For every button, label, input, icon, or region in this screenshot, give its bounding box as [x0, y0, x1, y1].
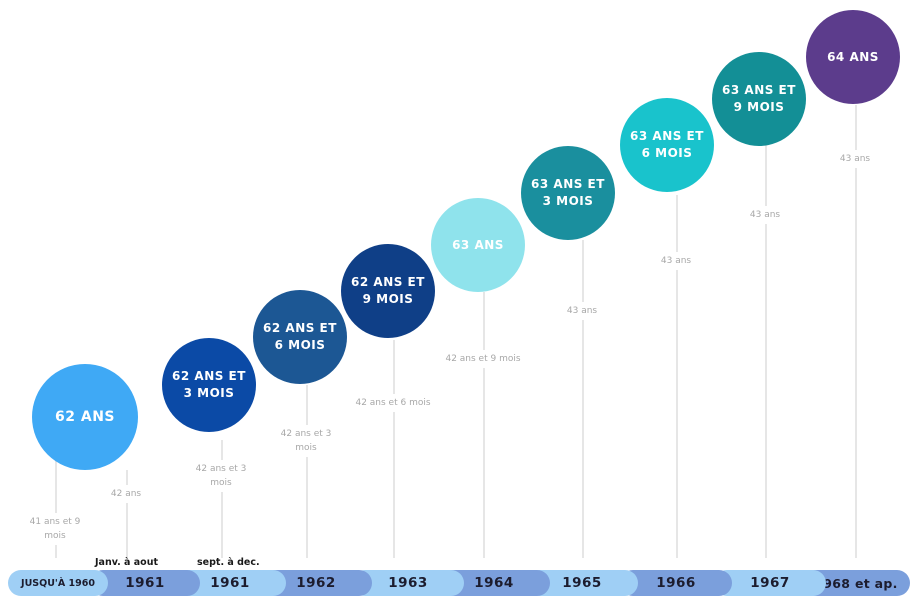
age-label: 64 ANS [827, 49, 879, 64]
contribution-label: 42 ans et 9 mois [423, 350, 543, 368]
age-circle: 63 ANS ET 9 MOIS [712, 52, 806, 146]
contribution-label: 42 ans et 3 mois [266, 425, 346, 457]
age-circle: 63 ANS [431, 198, 525, 292]
year-segment: 1961 [90, 570, 200, 596]
contribution-label: 43 ans [552, 302, 612, 320]
timeline-stem [126, 470, 128, 558]
year-segment: JUSQU'À 1960 [8, 570, 108, 596]
timeline-stem [306, 385, 308, 558]
period-sublabel: Janv. à aout [95, 557, 159, 568]
age-circle: 63 ANS ET 3 MOIS [521, 146, 615, 240]
age-circle: 62 ANS ET 3 MOIS [162, 338, 256, 432]
age-circle: 62 ANS ET 6 MOIS [253, 290, 347, 384]
timeline-stem [676, 195, 678, 558]
timeline-stem [582, 240, 584, 558]
timeline-stem [855, 105, 857, 558]
age-label: 62 ANS ET 3 MOIS [172, 369, 246, 400]
age-label: 63 ANS ET 9 MOIS [722, 83, 796, 114]
timeline-stem [483, 292, 485, 558]
age-label: 63 ANS ET 6 MOIS [630, 129, 704, 160]
age-label: 62 ANS ET 6 MOIS [263, 321, 337, 352]
contribution-label: 41 ans et 9 mois [15, 513, 95, 545]
contribution-label: 42 ans et 3 mois [181, 460, 261, 492]
contribution-label: 42 ans et 6 mois [338, 394, 448, 412]
year-segment: 1966 [620, 570, 732, 596]
year-timeline-bar: JUSQU'À 1960 1961 1961 1962 1963 1964 19… [8, 570, 910, 596]
contribution-label: 43 ans [735, 206, 795, 224]
contribution-label: 42 ans [96, 485, 156, 503]
age-label: 63 ANS [452, 237, 504, 252]
age-circle: 62 ANS [32, 364, 138, 470]
period-sublabel: sept. à dec. [197, 557, 260, 568]
timeline-stem [393, 340, 395, 558]
age-label: 62 ANS [55, 408, 115, 425]
year-segment: 1967 [714, 570, 826, 596]
age-label: 62 ANS ET 9 MOIS [351, 275, 425, 306]
age-circle: 62 ANS ET 9 MOIS [341, 244, 435, 338]
age-circle: 63 ANS ET 6 MOIS [620, 98, 714, 192]
timeline-stem [221, 440, 223, 558]
age-circle: 64 ANS [806, 10, 900, 104]
contribution-label: 43 ans [825, 150, 885, 168]
age-label: 63 ANS ET 3 MOIS [531, 177, 605, 208]
timeline-stem [765, 145, 767, 558]
contribution-label: 43 ans [646, 252, 706, 270]
timeline-stem [55, 458, 57, 558]
